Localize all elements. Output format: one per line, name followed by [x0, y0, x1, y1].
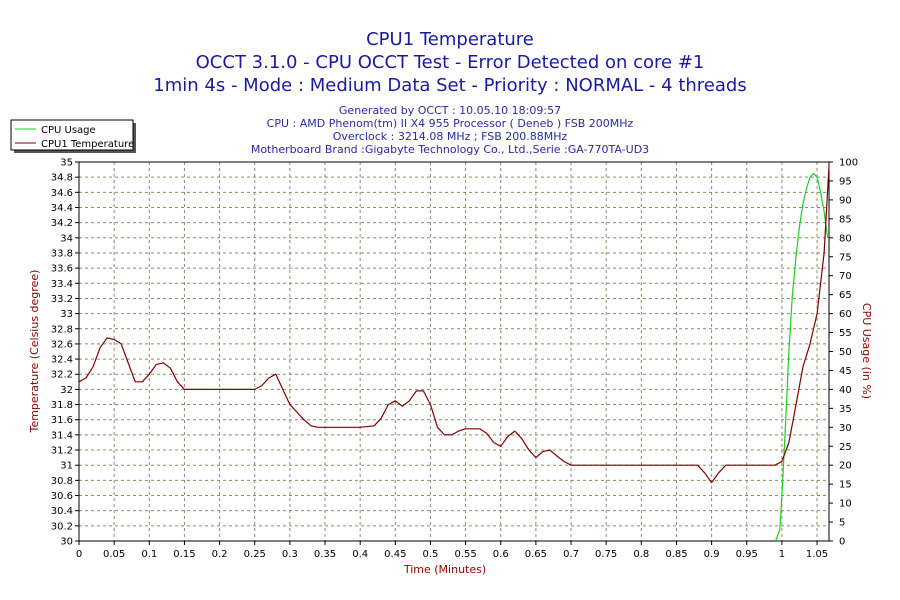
info-motherboard: Motherboard Brand :Gigabyte Technology C… — [251, 143, 649, 156]
y-left-tick-label: 30.6 — [51, 491, 73, 502]
y-right-tick-label: 0 — [839, 537, 845, 548]
y-left-tick-label: 33.8 — [51, 248, 73, 259]
legend-label-cpu1-temperature: CPU1 Temperature — [41, 139, 134, 150]
y-axis-title-right: CPU Usage (in %) — [860, 303, 873, 399]
y-left-tick-label: 31.8 — [51, 400, 73, 411]
y-left-tick-label: 31.2 — [51, 446, 73, 457]
chart-subtitle-test: OCCT 3.1.0 - CPU OCCT Test - Error Detec… — [196, 52, 705, 73]
x-tick-label: 0.05 — [103, 549, 125, 560]
y-left-tick-label: 30 — [60, 537, 73, 548]
grid — [79, 162, 829, 541]
x-tick-label: 0.7 — [563, 549, 579, 560]
legend: CPU Usage CPU1 Temperature — [10, 119, 136, 153]
x-tick-label: 0.1 — [141, 549, 157, 560]
y-left-tick-label: 34.6 — [51, 188, 73, 199]
y-right-tick-label: 35 — [839, 404, 852, 415]
y-left-tick-label: 34.8 — [51, 173, 73, 184]
x-tick-label: 0.75 — [595, 549, 617, 560]
x-tick-label: 1 — [779, 549, 785, 560]
y-right-tick-label: 10 — [839, 499, 852, 510]
y-left-tick-label: 31.4 — [51, 430, 73, 441]
x-tick-label: 1.05 — [806, 549, 828, 560]
y-left-tick-label: 33.6 — [51, 264, 73, 275]
y-right-tick-label: 50 — [839, 347, 852, 358]
y-right-tick-label: 40 — [839, 385, 852, 396]
y-left-tick-label: 34.2 — [51, 218, 73, 229]
info-overclock: Overclock : 3214.08 MHz ; FSB 200.88MHz — [333, 130, 568, 143]
x-tick-label: 0.4 — [352, 549, 368, 560]
y-right-tick-label: 20 — [839, 461, 852, 472]
y-right-tick-label: 75 — [839, 252, 852, 263]
y-left-tick-label: 32.4 — [51, 355, 73, 366]
y-left-tick-label: 35 — [60, 158, 73, 169]
series-line-cpu-usage — [775, 172, 829, 542]
x-tick-label: 0.9 — [704, 549, 720, 560]
info-cpu: CPU : AMD Phenom(tm) II X4 955 Processor… — [267, 117, 634, 130]
y-right-tick-label: 90 — [839, 195, 852, 206]
y-left-tick-label: 33.2 — [51, 294, 73, 305]
y-right-tick-label: 100 — [839, 158, 858, 169]
x-tick-label: 0.8 — [633, 549, 649, 560]
y-right-tick-label: 45 — [839, 366, 852, 377]
chart-subtitle-mode: 1min 4s - Mode : Medium Data Set - Prior… — [153, 75, 746, 96]
x-axis-title: Time (Minutes) — [403, 563, 486, 576]
y-right-tick-label: 30 — [839, 423, 852, 434]
y-left-tick-label: 31.6 — [51, 415, 73, 426]
x-tick-label: 0 — [76, 549, 82, 560]
x-tick-label: 0.45 — [384, 549, 406, 560]
x-tick-label: 0.35 — [314, 549, 336, 560]
x-tick-label: 0.55 — [454, 549, 476, 560]
y-left-tick-label: 30.2 — [51, 521, 73, 532]
y-right-tick-label: 25 — [839, 442, 852, 453]
y-left-tick-label: 32 — [60, 385, 73, 396]
y-right-tick-label: 55 — [839, 328, 852, 339]
y-right-tick-label: 80 — [839, 233, 852, 244]
y-left-tick-label: 32.6 — [51, 339, 73, 350]
legend-label-cpu-usage: CPU Usage — [41, 125, 96, 136]
info-generated: Generated by OCCT : 10.05.10 18:09:57 — [339, 104, 561, 117]
x-tick-label: 0.6 — [493, 549, 509, 560]
x-tick-label: 0.95 — [736, 549, 758, 560]
y-axis-title-left: Temperature (Celsius degree) — [28, 270, 41, 434]
series — [78, 165, 830, 542]
series-line-cpu1-temperature — [78, 165, 830, 484]
y-left-tick-label: 33.4 — [51, 279, 73, 290]
chart-title: CPU1 Temperature — [366, 29, 534, 50]
x-tick-label: 0.2 — [212, 549, 228, 560]
x-tick-label: 0.15 — [173, 549, 195, 560]
y-right-tick-label: 65 — [839, 290, 852, 301]
x-tick-label: 0.65 — [525, 549, 547, 560]
y-left-tick-label: 34 — [60, 233, 73, 244]
y-left-tick-label: 30.4 — [51, 506, 73, 517]
y-right-tick-label: 15 — [839, 480, 852, 491]
y-left-tick-label: 32.2 — [51, 370, 73, 381]
plot-area — [78, 161, 830, 542]
x-tick-label: 0.85 — [665, 549, 687, 560]
y-right-tick-label: 60 — [839, 309, 852, 320]
legend-box — [10, 119, 134, 151]
y-left-tick-label: 31 — [60, 461, 73, 472]
y-left-tick-label: 30.8 — [51, 476, 73, 487]
y-right-tick-label: 5 — [839, 518, 845, 529]
x-tick-label: 0.3 — [282, 549, 298, 560]
y-right-tick-label: 70 — [839, 271, 852, 282]
y-right-tick-label: 85 — [839, 214, 852, 225]
x-tick-label: 0.5 — [422, 549, 438, 560]
y-left-tick-label: 33 — [60, 309, 73, 320]
y-right-tick-label: 95 — [839, 176, 852, 187]
y-left-tick-label: 32.8 — [51, 324, 73, 335]
x-tick-label: 0.25 — [244, 549, 266, 560]
y-left-tick-label: 34.4 — [51, 203, 73, 214]
ticks: 0 0.05 0.1 0.15 0.2 0.25 0.3 0.35 0.4 0.45 0.5 0.55… — [51, 158, 858, 561]
